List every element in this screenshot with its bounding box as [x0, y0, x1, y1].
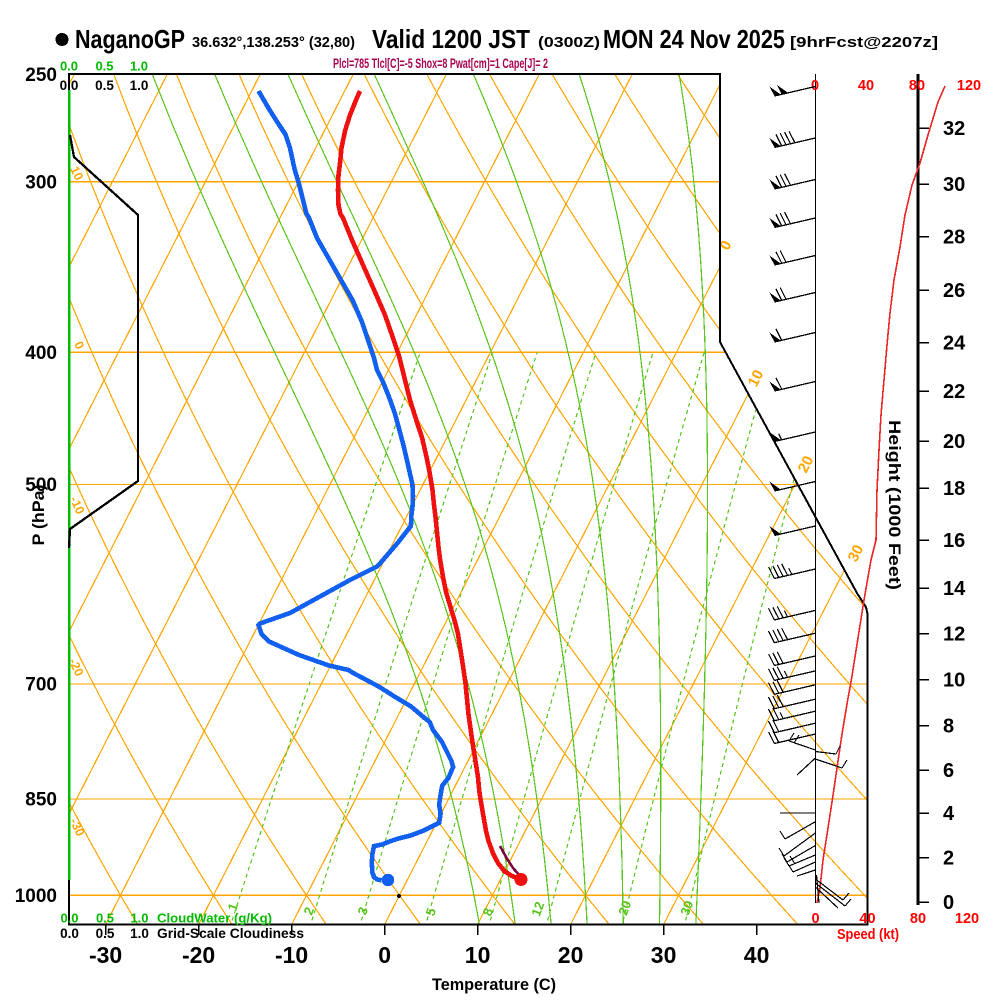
svg-text:12: 12 [943, 624, 965, 646]
svg-text:22: 22 [943, 381, 965, 403]
svg-text:20: 20 [795, 453, 818, 476]
svg-text:30: 30 [845, 542, 868, 565]
svg-text:0: 0 [378, 942, 391, 968]
svg-text:-10: -10 [67, 494, 87, 516]
svg-text:1: 1 [224, 901, 241, 913]
svg-text:700: 700 [25, 674, 57, 695]
svg-text:-20: -20 [182, 942, 215, 968]
svg-text:28: 28 [943, 227, 965, 249]
svg-text:10: 10 [465, 942, 491, 968]
svg-text:10: 10 [943, 670, 965, 692]
svg-text:2: 2 [943, 848, 954, 870]
svg-text:16: 16 [943, 530, 965, 552]
svg-text:P (hPa): P (hPa) [30, 485, 48, 546]
svg-text:-30: -30 [89, 942, 122, 968]
svg-text:30: 30 [651, 942, 677, 968]
svg-text:40: 40 [858, 78, 874, 94]
svg-text:40: 40 [859, 911, 875, 927]
svg-text:30: 30 [943, 174, 965, 196]
svg-text:0.5: 0.5 [96, 926, 115, 941]
svg-text:14: 14 [943, 578, 966, 600]
svg-text:1000: 1000 [15, 886, 57, 907]
svg-text:-30: -30 [67, 816, 87, 838]
svg-text:4: 4 [943, 803, 955, 825]
svg-text:8: 8 [479, 906, 496, 918]
svg-text:20: 20 [943, 431, 965, 453]
svg-text:[9hrFcst@2207z]: [9hrFcst@2207z] [790, 34, 938, 51]
svg-text:80: 80 [910, 911, 926, 927]
svg-text:-10: -10 [275, 942, 308, 968]
svg-text:12: 12 [528, 900, 547, 919]
svg-text:0: 0 [811, 911, 819, 927]
svg-text:10: 10 [67, 164, 86, 183]
svg-text:0.0: 0.0 [60, 59, 78, 74]
svg-text:(0300Z): (0300Z) [538, 35, 600, 51]
svg-text:24: 24 [943, 333, 966, 355]
svg-text:0.5: 0.5 [95, 78, 114, 93]
svg-text:0.0: 0.0 [60, 926, 79, 941]
svg-text:0: 0 [943, 892, 954, 914]
svg-text:8: 8 [943, 716, 954, 738]
svg-text:3: 3 [354, 905, 371, 917]
svg-text:120: 120 [955, 911, 979, 927]
svg-text:Valid 1200 JST: Valid 1200 JST [372, 24, 530, 54]
svg-text:6: 6 [943, 760, 954, 782]
svg-text:30: 30 [677, 899, 696, 918]
svg-text:120: 120 [957, 78, 981, 94]
svg-text:250: 250 [25, 65, 57, 86]
svg-text:80: 80 [909, 78, 925, 94]
svg-text:1.0: 1.0 [130, 926, 149, 941]
svg-text:Plcl=785 Tlcl[C]=-5 Shox=8 Pwa: Plcl=785 Tlcl[C]=-5 Shox=8 Pwat[cm]=1 Ca… [333, 56, 548, 71]
svg-text:850: 850 [25, 790, 57, 811]
svg-text:2: 2 [300, 905, 317, 917]
svg-text:40: 40 [744, 942, 770, 968]
svg-text:Temperature (C): Temperature (C) [432, 975, 556, 994]
svg-text:18: 18 [943, 478, 965, 500]
svg-text:10: 10 [745, 367, 768, 390]
svg-text:Grid-Scale Cloudiness: Grid-Scale Cloudiness [157, 926, 304, 941]
svg-text:1.0: 1.0 [130, 59, 148, 74]
svg-text:Speed (kt): Speed (kt) [837, 927, 899, 943]
svg-text:20: 20 [615, 899, 634, 918]
svg-text:0.0: 0.0 [60, 911, 78, 926]
svg-text:36.632°,138.253° (32,80): 36.632°,138.253° (32,80) [192, 35, 355, 51]
svg-text:CloudWater (g/Kg): CloudWater (g/Kg) [157, 911, 272, 926]
svg-text:500: 500 [25, 475, 57, 496]
svg-text:1.0: 1.0 [130, 78, 149, 93]
svg-text:0.5: 0.5 [96, 911, 114, 926]
svg-text:NaganoGP: NaganoGP [75, 24, 185, 54]
svg-text:MON 24 Nov 2025: MON 24 Nov 2025 [603, 24, 785, 54]
svg-text:20: 20 [558, 942, 584, 968]
svg-text:1.0: 1.0 [130, 911, 148, 926]
svg-text:-20: -20 [66, 656, 86, 678]
svg-text:5: 5 [422, 906, 439, 918]
svg-text:300: 300 [25, 172, 57, 193]
svg-text:26: 26 [943, 280, 965, 302]
svg-text:0.0: 0.0 [60, 78, 79, 93]
svg-text:Height (1000 Feet): Height (1000 Feet) [885, 420, 904, 590]
svg-text:400: 400 [25, 343, 57, 364]
svg-text:32: 32 [943, 118, 965, 140]
svg-text:0.5: 0.5 [95, 59, 113, 74]
